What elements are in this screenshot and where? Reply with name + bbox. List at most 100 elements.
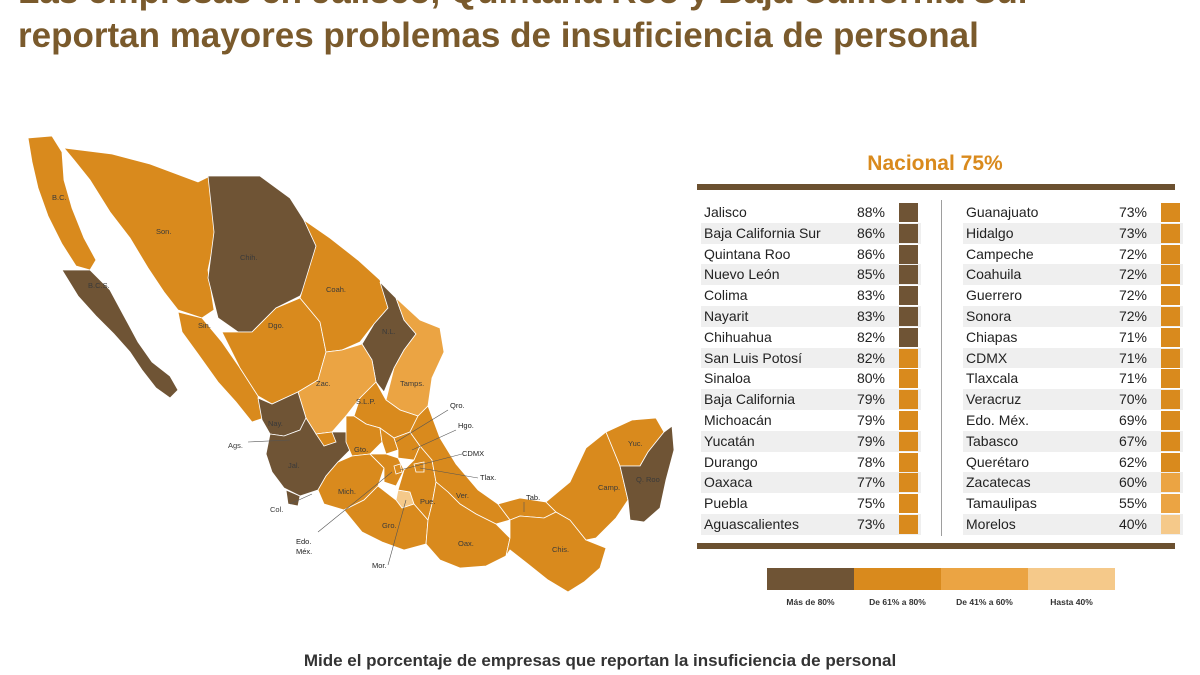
table-top-rule — [697, 184, 1175, 190]
map-label-qro: Qro. — [450, 401, 465, 410]
table-row: Guanajuato 73% — [963, 202, 1183, 223]
color-swatch — [899, 244, 918, 264]
state-name: Durango — [704, 453, 758, 470]
state-campeche — [545, 431, 629, 541]
state-value: 88% — [856, 204, 885, 220]
state-name: Querétaro — [966, 453, 1030, 470]
state-name: Chiapas — [966, 328, 1018, 345]
state-queretaro — [379, 427, 399, 455]
state-name: Baja California Sur — [704, 224, 821, 241]
headline-line-2: reportan mayores problemas de insuficien… — [18, 16, 979, 55]
color-swatch — [899, 473, 918, 493]
color-swatch — [1161, 203, 1180, 222]
state-value: 73% — [1118, 204, 1147, 220]
map-label-chih: Chih. — [240, 253, 258, 262]
legend-labels: Más de 80% De 61% a 80% De 41% a 60% Hasta … — [767, 597, 1115, 607]
state-name: Campeche — [966, 245, 1034, 262]
state-value: 79% — [856, 411, 885, 428]
state-name: Tlaxcala — [966, 370, 1019, 387]
map-label-mor: Mor. — [372, 561, 387, 570]
map-label-mich: Mich. — [338, 487, 356, 496]
color-swatch — [899, 431, 918, 451]
color-swatch — [1161, 369, 1180, 389]
table-row: Puebla 75% — [701, 493, 921, 514]
color-swatch — [1161, 265, 1180, 285]
color-swatch — [899, 369, 918, 389]
map-label-tamps: Tamps. — [400, 379, 424, 388]
state-value: 40% — [1118, 515, 1147, 532]
state-quintana-roo — [619, 425, 675, 523]
state-colima — [285, 489, 301, 507]
state-cdmx — [393, 463, 403, 475]
state-name: Nuevo León — [704, 266, 780, 283]
table-row: Tlaxcala 71% — [963, 368, 1183, 389]
table-row: Aguascalientes 73% — [701, 513, 921, 535]
map-label-dgo: Dgo. — [268, 321, 284, 330]
color-swatch — [1161, 494, 1180, 514]
table-row: Michoacán 79% — [701, 410, 921, 431]
state-value: 69% — [1118, 411, 1147, 428]
table-row: Morelos 40% — [963, 513, 1183, 535]
state-sinaloa — [177, 311, 265, 423]
state-value: 71% — [1118, 349, 1147, 366]
state-value: 62% — [1118, 453, 1147, 470]
table-row: Yucatán 79% — [701, 430, 921, 452]
map-label-ver: Ver. — [456, 491, 469, 500]
state-name: Guerrero — [966, 287, 1023, 304]
color-swatch — [1161, 431, 1180, 451]
color-swatch — [1161, 348, 1180, 368]
color-swatch — [899, 390, 918, 410]
map-label-hgo: Hgo. — [458, 421, 474, 430]
state-name: Jalisco — [704, 204, 747, 220]
legend-swatch — [767, 568, 854, 590]
state-value: 79% — [856, 391, 885, 408]
map-label-oax: Oax. — [458, 539, 474, 548]
state-value: 82% — [856, 349, 885, 366]
map-label-nay: Nay. — [268, 419, 283, 428]
table-column-divider — [941, 200, 942, 536]
state-value: 77% — [856, 474, 885, 491]
color-swatch — [1161, 473, 1180, 493]
state-value: 72% — [1118, 287, 1147, 304]
state-aguascalientes — [315, 431, 337, 447]
table-row: Quintana Roo 86% — [701, 244, 921, 265]
state-name: San Luis Potosí — [704, 349, 803, 366]
map-label-slp: S.L.P. — [356, 397, 375, 406]
state-value: 72% — [1118, 266, 1147, 283]
state-value: 71% — [1118, 370, 1147, 387]
state-name: Sinaloa — [704, 370, 751, 387]
state-name: Tabasco — [966, 432, 1019, 449]
headline-line-1: Las empresas en Jalisco, Quintana Roo y … — [18, 0, 1188, 14]
state-name: Guanajuato — [966, 204, 1039, 220]
table-bottom-rule — [697, 543, 1175, 549]
color-swatch — [1161, 452, 1180, 472]
state-name: Sonora — [966, 307, 1012, 324]
state-value: 86% — [856, 224, 885, 241]
map-label-col: Col. — [270, 505, 283, 514]
state-bc — [27, 135, 97, 271]
map-label-tab: Tab. — [526, 493, 540, 502]
map-label-sin: Sin. — [198, 321, 211, 330]
map-label-bcs: B.C.S. — [88, 281, 110, 290]
state-name: Chihuahua — [704, 328, 772, 345]
table-row: Nayarit 83% — [701, 305, 921, 327]
state-value: 83% — [856, 287, 885, 304]
table-row: Baja California 79% — [701, 389, 921, 410]
state-name: Yucatán — [704, 432, 755, 449]
state-value: 78% — [856, 453, 885, 470]
legend-label: Hasta 40% — [1050, 597, 1093, 607]
table-row: Colima 83% — [701, 285, 921, 306]
state-name: Aguascalientes — [704, 515, 799, 532]
table-right-column: Guanajuato 73% Hidalgo 73% Campeche 72% Coahui… — [963, 202, 1183, 535]
color-swatch — [899, 223, 918, 243]
state-value: 85% — [856, 266, 885, 283]
state-name: CDMX — [966, 349, 1008, 366]
map-label-tlax: Tlax. — [480, 473, 496, 482]
state-name: Veracruz — [966, 391, 1022, 408]
table-row: Campeche 72% — [963, 244, 1183, 265]
state-name: Zacatecas — [966, 474, 1031, 491]
state-tlaxcala — [413, 461, 425, 473]
mexico-map: B.C. B.C.S. Son. Chih. Sin. Dgo. Coah. N… — [27, 135, 675, 593]
state-value: 83% — [856, 307, 885, 324]
table-row: Querétaro 62% — [963, 452, 1183, 473]
